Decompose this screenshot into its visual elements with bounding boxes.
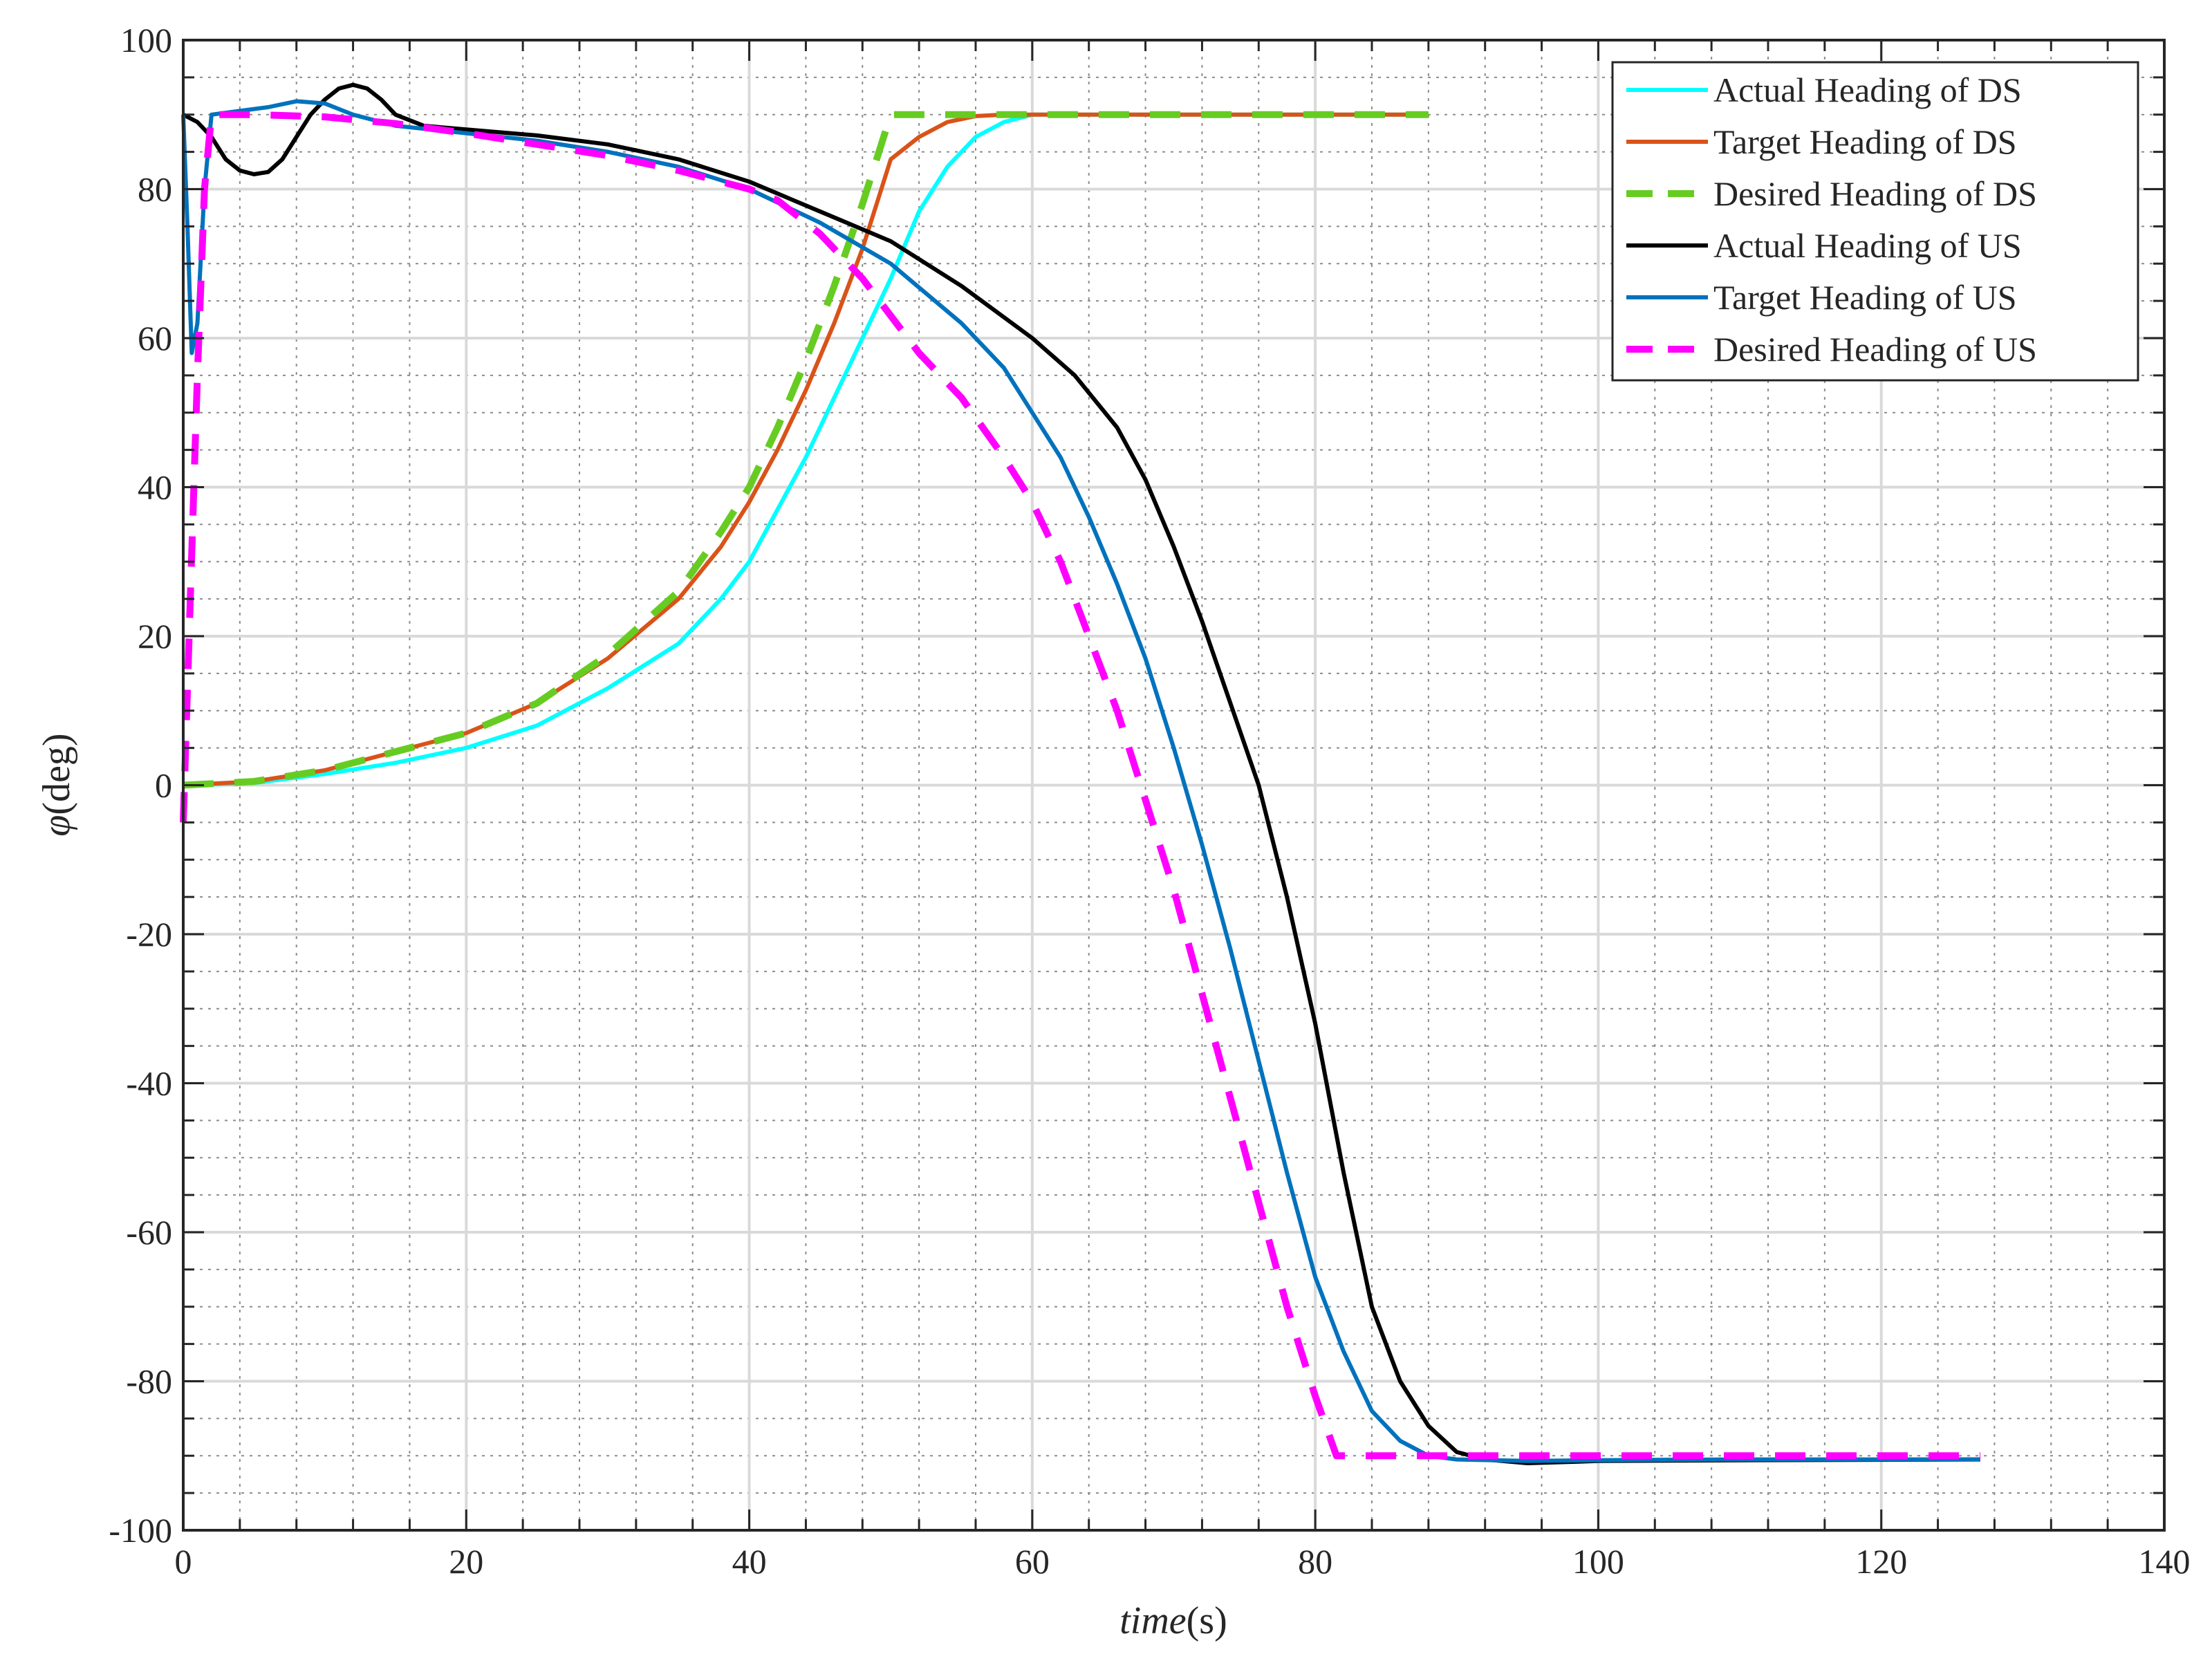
legend: Actual Heading of DS Target Heading of DS… <box>1611 61 2139 382</box>
y-tick-label: -40 <box>126 1064 172 1103</box>
y-tick-label: 0 <box>155 766 172 805</box>
ticks-layer <box>182 39 2166 1532</box>
y-axis-label: φ(deg) <box>35 733 78 836</box>
x-tick-label: 40 <box>732 1542 767 1581</box>
y-tick-labels: -100 -80 -60 -40 -20 0 20 40 60 80 100 <box>109 21 172 1550</box>
series-line-3 <box>182 82 1981 1465</box>
legend-label-4: Target Heading of US <box>1713 278 2017 317</box>
y-tick-label: 60 <box>138 319 172 357</box>
x-axis-label: time(s) <box>1119 1599 1227 1642</box>
y-tick-label: -80 <box>126 1362 172 1401</box>
x-tick-label: 80 <box>1298 1542 1332 1581</box>
y-tick-label: -100 <box>109 1511 172 1550</box>
series-line-2 <box>183 111 1429 789</box>
x-tick-label: 100 <box>1572 1542 1624 1581</box>
legend-label-0: Actual Heading of DS <box>1713 71 2022 109</box>
y-tick-label: 20 <box>138 617 172 656</box>
legend-label-1: Target Heading of DS <box>1713 122 2017 161</box>
legend-label-3: Actual Heading of US <box>1713 226 2022 265</box>
y-tick-label: -20 <box>126 915 172 954</box>
series-line-5 <box>180 111 1980 1460</box>
x-tick-label: 140 <box>2139 1542 2191 1581</box>
x-tick-labels: 0 20 40 60 80 100 120 140 <box>175 1542 2191 1581</box>
y-tick-label: 80 <box>138 170 172 209</box>
y-tick-label: 40 <box>138 468 172 507</box>
legend-label-2: Desired Heading of DS <box>1713 174 2037 213</box>
series-layer <box>180 82 1981 1465</box>
x-tick-label: 120 <box>1855 1542 1907 1581</box>
y-tick-label: 100 <box>120 21 172 59</box>
x-tick-label: 20 <box>449 1542 483 1581</box>
x-tick-label: 60 <box>1015 1542 1050 1581</box>
x-tick-label: 0 <box>175 1542 192 1581</box>
legend-label-5: Desired Heading of US <box>1713 330 2037 369</box>
series-line-4 <box>181 99 1980 1463</box>
y-tick-label: -60 <box>126 1213 172 1252</box>
legend-box <box>1611 61 2139 382</box>
